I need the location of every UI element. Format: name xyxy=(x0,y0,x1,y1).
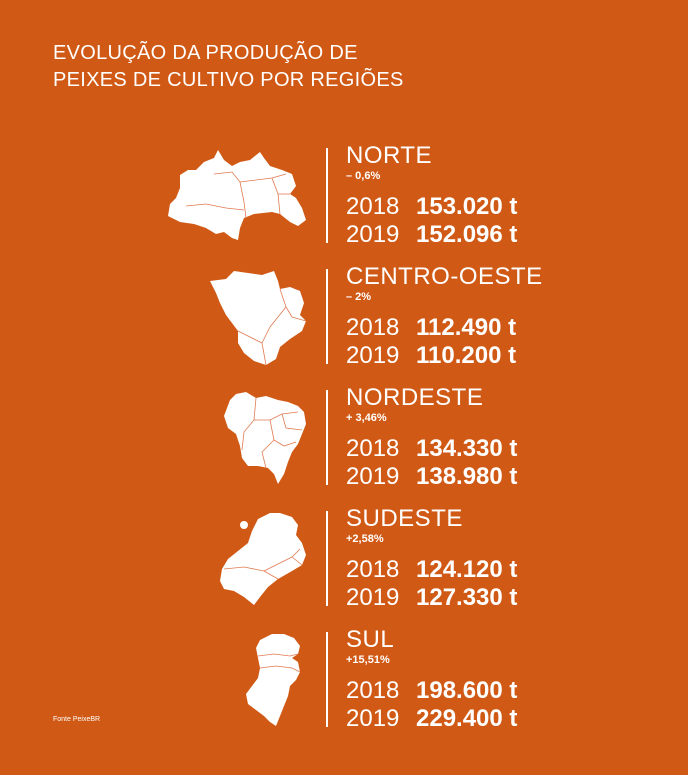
region-sul: SUL +15,51% 2018 198.600 t 2019 229.400 t xyxy=(0,626,688,744)
region-norte: NORTE – 0,6% 2018 153.020 t 2019 152.096 t xyxy=(0,142,688,260)
production-value: 134.330 t xyxy=(416,435,518,462)
year-label: 2018 xyxy=(346,435,400,462)
region-name: SUL xyxy=(346,626,395,653)
row-2018: 2018 134.330 t xyxy=(346,435,517,463)
centro-oeste-map-icon xyxy=(210,271,307,366)
region-name: NORDESTE xyxy=(346,384,484,411)
production-value: 153.020 t xyxy=(416,193,518,220)
year-label: 2018 xyxy=(346,556,400,583)
nordeste-map-icon xyxy=(224,392,306,484)
row-2018: 2018 124.120 t xyxy=(346,556,517,584)
region-change: – 0,6% xyxy=(346,170,381,182)
year-label: 2018 xyxy=(346,314,400,341)
sul-map-icon xyxy=(246,634,301,726)
title-line-1: EVOLUÇÃO DA PRODUÇÃO DE xyxy=(53,42,358,64)
region-name: SUDESTE xyxy=(346,505,463,532)
production-value: 229.400 t xyxy=(416,705,518,732)
production-value: 198.600 t xyxy=(416,677,518,704)
row-2019: 2019 138.980 t xyxy=(346,463,517,491)
divider xyxy=(326,511,328,606)
production-value: 138.980 t xyxy=(416,463,518,490)
region-sudeste: SUDESTE +2,58% 2018 124.120 t 2019 127.330… xyxy=(0,505,688,623)
production-value: 127.330 t xyxy=(416,584,518,611)
row-2019: 2019 127.330 t xyxy=(346,584,517,612)
row-2019: 2019 110.200 t xyxy=(346,342,516,370)
region-change: + 3,46% xyxy=(346,412,387,424)
region-change: +2,58% xyxy=(346,533,384,545)
divider xyxy=(326,148,328,243)
region-change: +15,51% xyxy=(346,654,390,666)
row-2018: 2018 153.020 t xyxy=(346,193,517,221)
year-label: 2019 xyxy=(346,584,400,611)
year-label: 2018 xyxy=(346,677,400,704)
production-value: 124.120 t xyxy=(416,556,518,583)
divider xyxy=(326,632,328,727)
year-label: 2019 xyxy=(346,342,400,369)
page-title: EVOLUÇÃO DA PRODUÇÃO DE PEIXES DE CULTIV… xyxy=(53,40,404,94)
row-2019: 2019 152.096 t xyxy=(346,221,517,249)
year-label: 2019 xyxy=(346,463,400,490)
sudeste-map-icon xyxy=(220,513,306,605)
title-line-2: PEIXES DE CULTIVO POR REGIÕES xyxy=(53,69,404,91)
region-name: CENTRO-OESTE xyxy=(346,263,543,290)
norte-map-icon xyxy=(168,150,306,240)
production-value: 152.096 t xyxy=(416,221,518,248)
region-name: NORTE xyxy=(346,142,433,169)
year-label: 2018 xyxy=(346,193,400,220)
source-note: Fonte PeixeBR xyxy=(53,716,101,723)
production-value: 112.490 t xyxy=(416,314,517,341)
divider xyxy=(326,269,328,364)
row-2018: 2018 198.600 t xyxy=(346,677,517,705)
row-2018: 2018 112.490 t xyxy=(346,314,516,342)
region-nordeste: NORDESTE + 3,46% 2018 134.330 t 2019 138.9… xyxy=(0,384,688,502)
region-change: – 2% xyxy=(346,291,372,303)
divider xyxy=(326,390,328,485)
row-2019: 2019 229.400 t xyxy=(346,705,517,733)
year-label: 2019 xyxy=(346,221,400,248)
region-centro-oeste: CENTRO-OESTE – 2% 2018 112.490 t 2019 110.… xyxy=(0,263,688,381)
year-label: 2019 xyxy=(346,705,400,732)
production-value: 110.200 t xyxy=(416,342,517,369)
